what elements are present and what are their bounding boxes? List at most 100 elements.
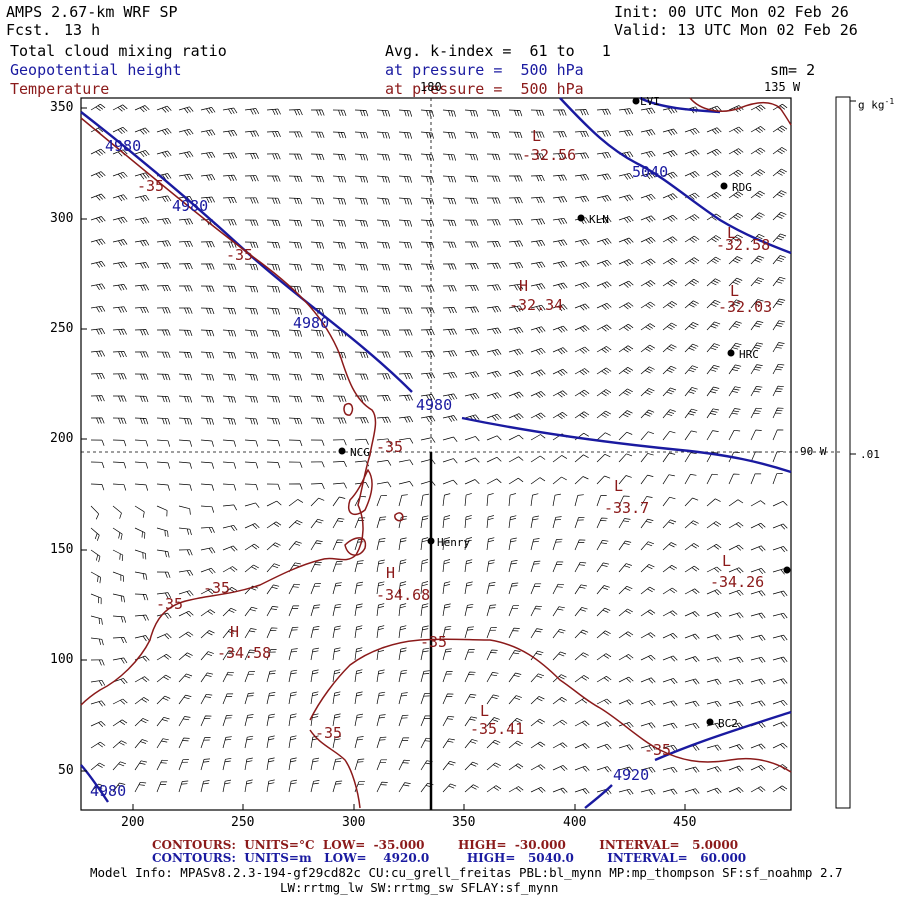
k-index-range: Avg. k-index = 61 to 1	[385, 42, 611, 60]
x-tick-label: 300	[342, 815, 366, 830]
wind-barb	[684, 149, 700, 157]
wind-barb	[112, 306, 128, 313]
wind-barb	[684, 387, 698, 397]
wind-barb	[618, 608, 633, 617]
extremum-value: -35.41	[470, 720, 525, 738]
wind-barb	[596, 432, 611, 441]
wind-barb	[728, 634, 744, 641]
station-dot-rdg	[720, 182, 728, 190]
wind-barb	[156, 128, 172, 136]
wind-barb	[508, 197, 523, 204]
wind-barb	[354, 603, 363, 617]
wind-barb	[508, 650, 521, 661]
wind-barb	[420, 372, 436, 379]
wind-barb	[618, 280, 634, 288]
wind-barb	[750, 386, 763, 397]
temp-label: -35	[644, 741, 672, 759]
wind-barb	[332, 395, 347, 402]
wind-barb	[684, 656, 700, 663]
wind-barb	[706, 192, 722, 200]
wind-barb	[464, 761, 479, 771]
wind-barb	[398, 647, 407, 661]
wind-barb	[398, 175, 412, 183]
wind-barb	[420, 715, 432, 727]
wind-barb	[552, 765, 568, 771]
wind-barb	[728, 191, 744, 199]
wind-barb	[266, 542, 281, 551]
wind-barb	[486, 493, 494, 507]
wind-barb	[90, 193, 106, 201]
temp-label: -35	[315, 724, 343, 742]
wind-barb	[156, 307, 171, 314]
wind-barb	[486, 694, 500, 705]
wind-barb	[200, 693, 213, 705]
wind-barb	[552, 719, 568, 727]
wind-barb	[90, 721, 106, 727]
wind-barb	[222, 671, 234, 683]
wind-barb	[222, 566, 238, 573]
wind-barb	[244, 606, 258, 617]
wind-barb	[486, 392, 502, 400]
wind-barb	[90, 593, 102, 605]
wind-barb	[486, 739, 501, 749]
wind-barb	[134, 127, 150, 135]
wind-barb	[728, 234, 743, 243]
wind-barb	[244, 779, 253, 793]
wind-barb	[552, 152, 567, 160]
wind-barb	[134, 593, 149, 601]
wind-barb	[288, 263, 303, 271]
wind-barb	[706, 299, 721, 309]
wind-barb	[178, 505, 191, 515]
wind-barbs	[90, 103, 788, 796]
wind-barb	[728, 321, 742, 331]
wind-barb	[486, 153, 501, 161]
x-tick-label: 200	[121, 815, 145, 830]
wind-barb	[552, 787, 568, 794]
wind-barb	[508, 218, 523, 226]
wind-barb	[156, 527, 169, 538]
wind-barb	[640, 129, 656, 136]
wind-barb	[442, 537, 450, 551]
wind-barb	[134, 262, 150, 269]
wind-barb	[222, 373, 237, 381]
field-geopotential-height: Geopotential height	[10, 61, 182, 79]
wind-barb	[354, 241, 368, 249]
wind-barb	[684, 127, 700, 135]
wind-barb	[90, 483, 105, 491]
wind-barb	[332, 263, 346, 271]
wind-barb	[266, 373, 281, 381]
wind-barb	[222, 461, 237, 469]
wind-barb	[596, 130, 612, 137]
wind-barb	[508, 477, 524, 485]
wind-barb	[728, 148, 744, 156]
wind-barb	[574, 109, 589, 116]
wind-barb	[706, 787, 722, 794]
wind-barb	[442, 350, 458, 357]
wind-barb	[178, 673, 193, 683]
wind-barb	[376, 495, 387, 507]
temp-contour-b	[309, 638, 792, 773]
wind-barb	[640, 677, 656, 684]
wind-barb	[640, 788, 656, 796]
wind-barb	[750, 764, 766, 771]
wind-barb	[134, 284, 150, 291]
wind-barb	[310, 483, 325, 490]
wind-barb	[354, 197, 368, 205]
wind-barb	[244, 307, 259, 315]
wind-barb	[640, 280, 656, 288]
wind-barb	[662, 344, 677, 353]
model-info: Model Info: MPASv8.2.3-194-gf29cd82c CU:…	[90, 865, 843, 880]
wind-barb	[354, 109, 369, 117]
wind-barb	[442, 175, 457, 183]
wind-barb	[684, 722, 700, 729]
wind-barb	[640, 766, 656, 773]
wind-barb	[200, 329, 215, 337]
wind-barb	[156, 654, 172, 661]
wind-barb	[90, 283, 106, 291]
wind-barb	[596, 630, 611, 639]
wind-barb	[750, 277, 764, 287]
wind-barb	[596, 151, 612, 159]
wind-barb	[552, 583, 565, 595]
wind-barb	[596, 324, 612, 332]
wind-barb	[90, 659, 105, 666]
